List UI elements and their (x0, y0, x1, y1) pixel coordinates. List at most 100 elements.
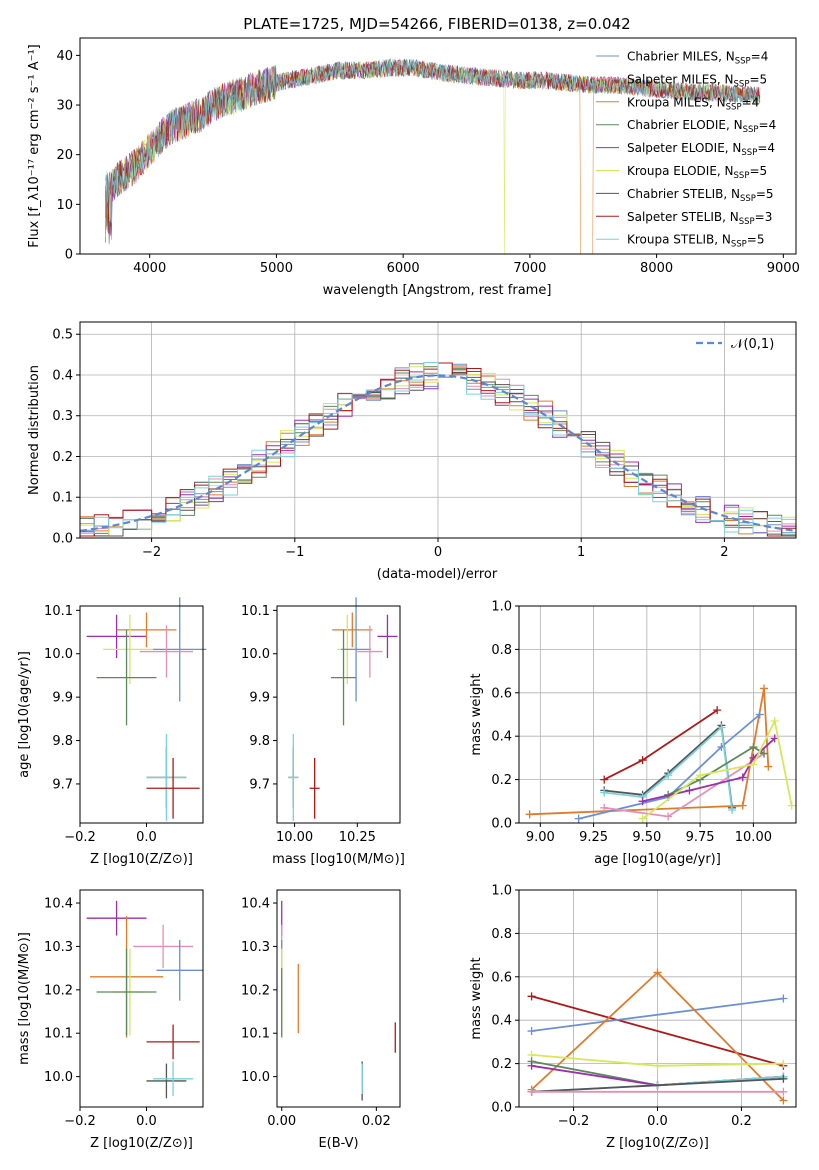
errorbar-kroupa-stelib (153, 1061, 194, 1097)
plot-area (79, 362, 797, 537)
y-tick-label: 10 (56, 198, 73, 213)
errorbar-kroupa-stelib (146, 734, 187, 821)
series-line-kroupa-miles (529, 688, 770, 816)
errorbar-chabrier-elodie (96, 629, 157, 726)
y-axis-label: mass [log10(M/M⊙)] (17, 932, 32, 1065)
y-tick-label: 10.0 (241, 647, 270, 662)
x-tick-label: 9000 (767, 261, 800, 276)
x-tick-label: 8000 (640, 261, 673, 276)
x-axis-label: mass [log10(M/M⊙)] (272, 852, 405, 867)
x-axis-label: wavelength [Angstrom, rest frame] (323, 283, 552, 298)
y-axis-label: Flux [f_λ10⁻¹⁷ erg cm⁻² s⁻¹ A⁻¹] (27, 44, 42, 248)
series-marker (527, 1061, 536, 1070)
x-tick-label: 9.75 (686, 830, 715, 845)
x-tick-label: 10.00 (276, 830, 313, 845)
y-tick-label: 0.8 (491, 927, 512, 942)
y-axis-label: mass weight (469, 957, 484, 1039)
legend-subscript: SSP (735, 57, 751, 67)
series-marker (728, 805, 737, 814)
plot-area (86, 900, 203, 1099)
series-marker (696, 771, 705, 780)
x-axis-label: Z [log10(Z/Z⊙)] (90, 852, 193, 867)
legend-nssp: =4 (759, 118, 777, 132)
y-tick-label: 0.2 (491, 1057, 512, 1072)
legend-subscript: SSP (731, 240, 747, 250)
series-marker (738, 773, 747, 782)
x-tick-label: −2 (142, 545, 161, 560)
legend-entry: 𝒩(0,1) (731, 337, 774, 352)
y-tick-label: 0.4 (491, 730, 512, 745)
chart-mass_weight_vs_age: 9.00 9.25 9.50 9.75 10.00 0.0 0.2 0.4 0.6 0.8 1.0 a… (469, 600, 797, 867)
series-line-salpeter-stelib (531, 995, 784, 1067)
y-tick-label: 0.2 (52, 450, 73, 465)
legend-nssp: =5 (747, 233, 765, 247)
chart-spectrum: 4000 5000 6000 7000 8000 9000 0 10 20 30 40 Chabrie… (27, 37, 800, 298)
legend-subscript: SSP (726, 102, 742, 112)
y-tick-label: 1.0 (491, 884, 512, 899)
y-tick-label: 0.0 (491, 1101, 512, 1116)
errorbar-salpeter-elodie (86, 900, 147, 936)
errorbar-salpeter-stelib (146, 1024, 200, 1060)
y-tick-label: 9.8 (52, 734, 73, 749)
legend-nssp: =4 (742, 95, 760, 109)
legend-nssp: =4 (757, 141, 775, 155)
x-tick-label: 9.00 (526, 830, 555, 845)
x-axis-label: Z [log10(Z/Z⊙)] (90, 1136, 193, 1151)
y-tick-label: 40 (56, 49, 73, 64)
errorbar-salpeter-miles (133, 924, 194, 969)
y-tick-label: 10.4 (44, 897, 73, 912)
x-tick-label: 0.0 (136, 830, 157, 845)
series-marker (755, 710, 764, 719)
series-marker (600, 788, 609, 797)
y-tick-label: 10.1 (241, 1027, 270, 1042)
chart-mass_weight_vs_Z: −0.2 0.0 0.2 0.0 0.2 0.4 0.6 0.8 1.0 Z [log10(Z/Z… (469, 884, 797, 1151)
x-axis-label: E(B-V) (318, 1136, 358, 1151)
series-marker (638, 756, 647, 765)
legend-entry: Chabrier STELIB, NSSP=5 (627, 187, 774, 204)
legend-nssp: =3 (755, 210, 773, 224)
series-marker (713, 706, 722, 715)
series-marker (664, 812, 673, 821)
series-marker (749, 743, 758, 752)
series-marker (779, 1074, 788, 1083)
y-tick-label: 30 (56, 99, 73, 114)
errorbar-chabrier-miles (156, 939, 203, 1001)
series-line-chabrier-miles (578, 713, 761, 820)
series-line-chabrier-miles (531, 997, 784, 1032)
x-tick-label: 9.50 (632, 830, 661, 845)
y-tick-label: 10.0 (44, 1070, 73, 1085)
legend-subscript: SSP (743, 125, 759, 135)
axes-frame (518, 605, 797, 824)
errorbar-salpeter-stelib (309, 757, 320, 819)
errorbar-salpeter-stelib (146, 757, 200, 819)
legend-entry: Salpeter MILES, NSSP=5 (627, 72, 767, 89)
series-marker (527, 992, 536, 1001)
legend-entry: Salpeter ELODIE, NSSP=4 (627, 141, 775, 158)
series-marker (638, 814, 647, 823)
y-tick-label: 0.2 (491, 773, 512, 788)
y-tick-label: 20 (56, 148, 73, 163)
series-marker (770, 717, 779, 726)
y-tick-label: 0.4 (491, 1014, 512, 1029)
series-marker (787, 801, 796, 810)
series-marker (760, 749, 769, 758)
histogram-step-salpeter-elodie (80, 369, 796, 537)
x-tick-label: 5000 (260, 261, 293, 276)
y-tick-label: 9.9 (52, 691, 73, 706)
legend-nssp: =5 (749, 164, 767, 178)
y-axis-label: age [log10(age/yr)] (17, 651, 32, 778)
series-marker (653, 968, 662, 977)
chart-residual_hist: −2 −1 0 1 2 0.0 0.1 0.2 0.3 0.4 0.5 𝒩(0,1) (data-mod… (27, 321, 797, 582)
series-marker (738, 801, 747, 810)
series-marker (527, 1087, 536, 1096)
x-tick-label: 4000 (133, 261, 166, 276)
y-tick-label: 10.0 (241, 1070, 270, 1085)
legend-nssp: =4 (751, 50, 769, 64)
x-axis-label: Z [log10(Z/Z⊙)] (606, 1136, 709, 1151)
errorbar-salpeter-miles (139, 625, 194, 678)
y-tick-label: 9.8 (249, 734, 270, 749)
y-tick-label: 0.6 (491, 686, 512, 701)
series-marker (749, 760, 758, 769)
errorbar-chabrier-stelib (146, 1063, 187, 1099)
